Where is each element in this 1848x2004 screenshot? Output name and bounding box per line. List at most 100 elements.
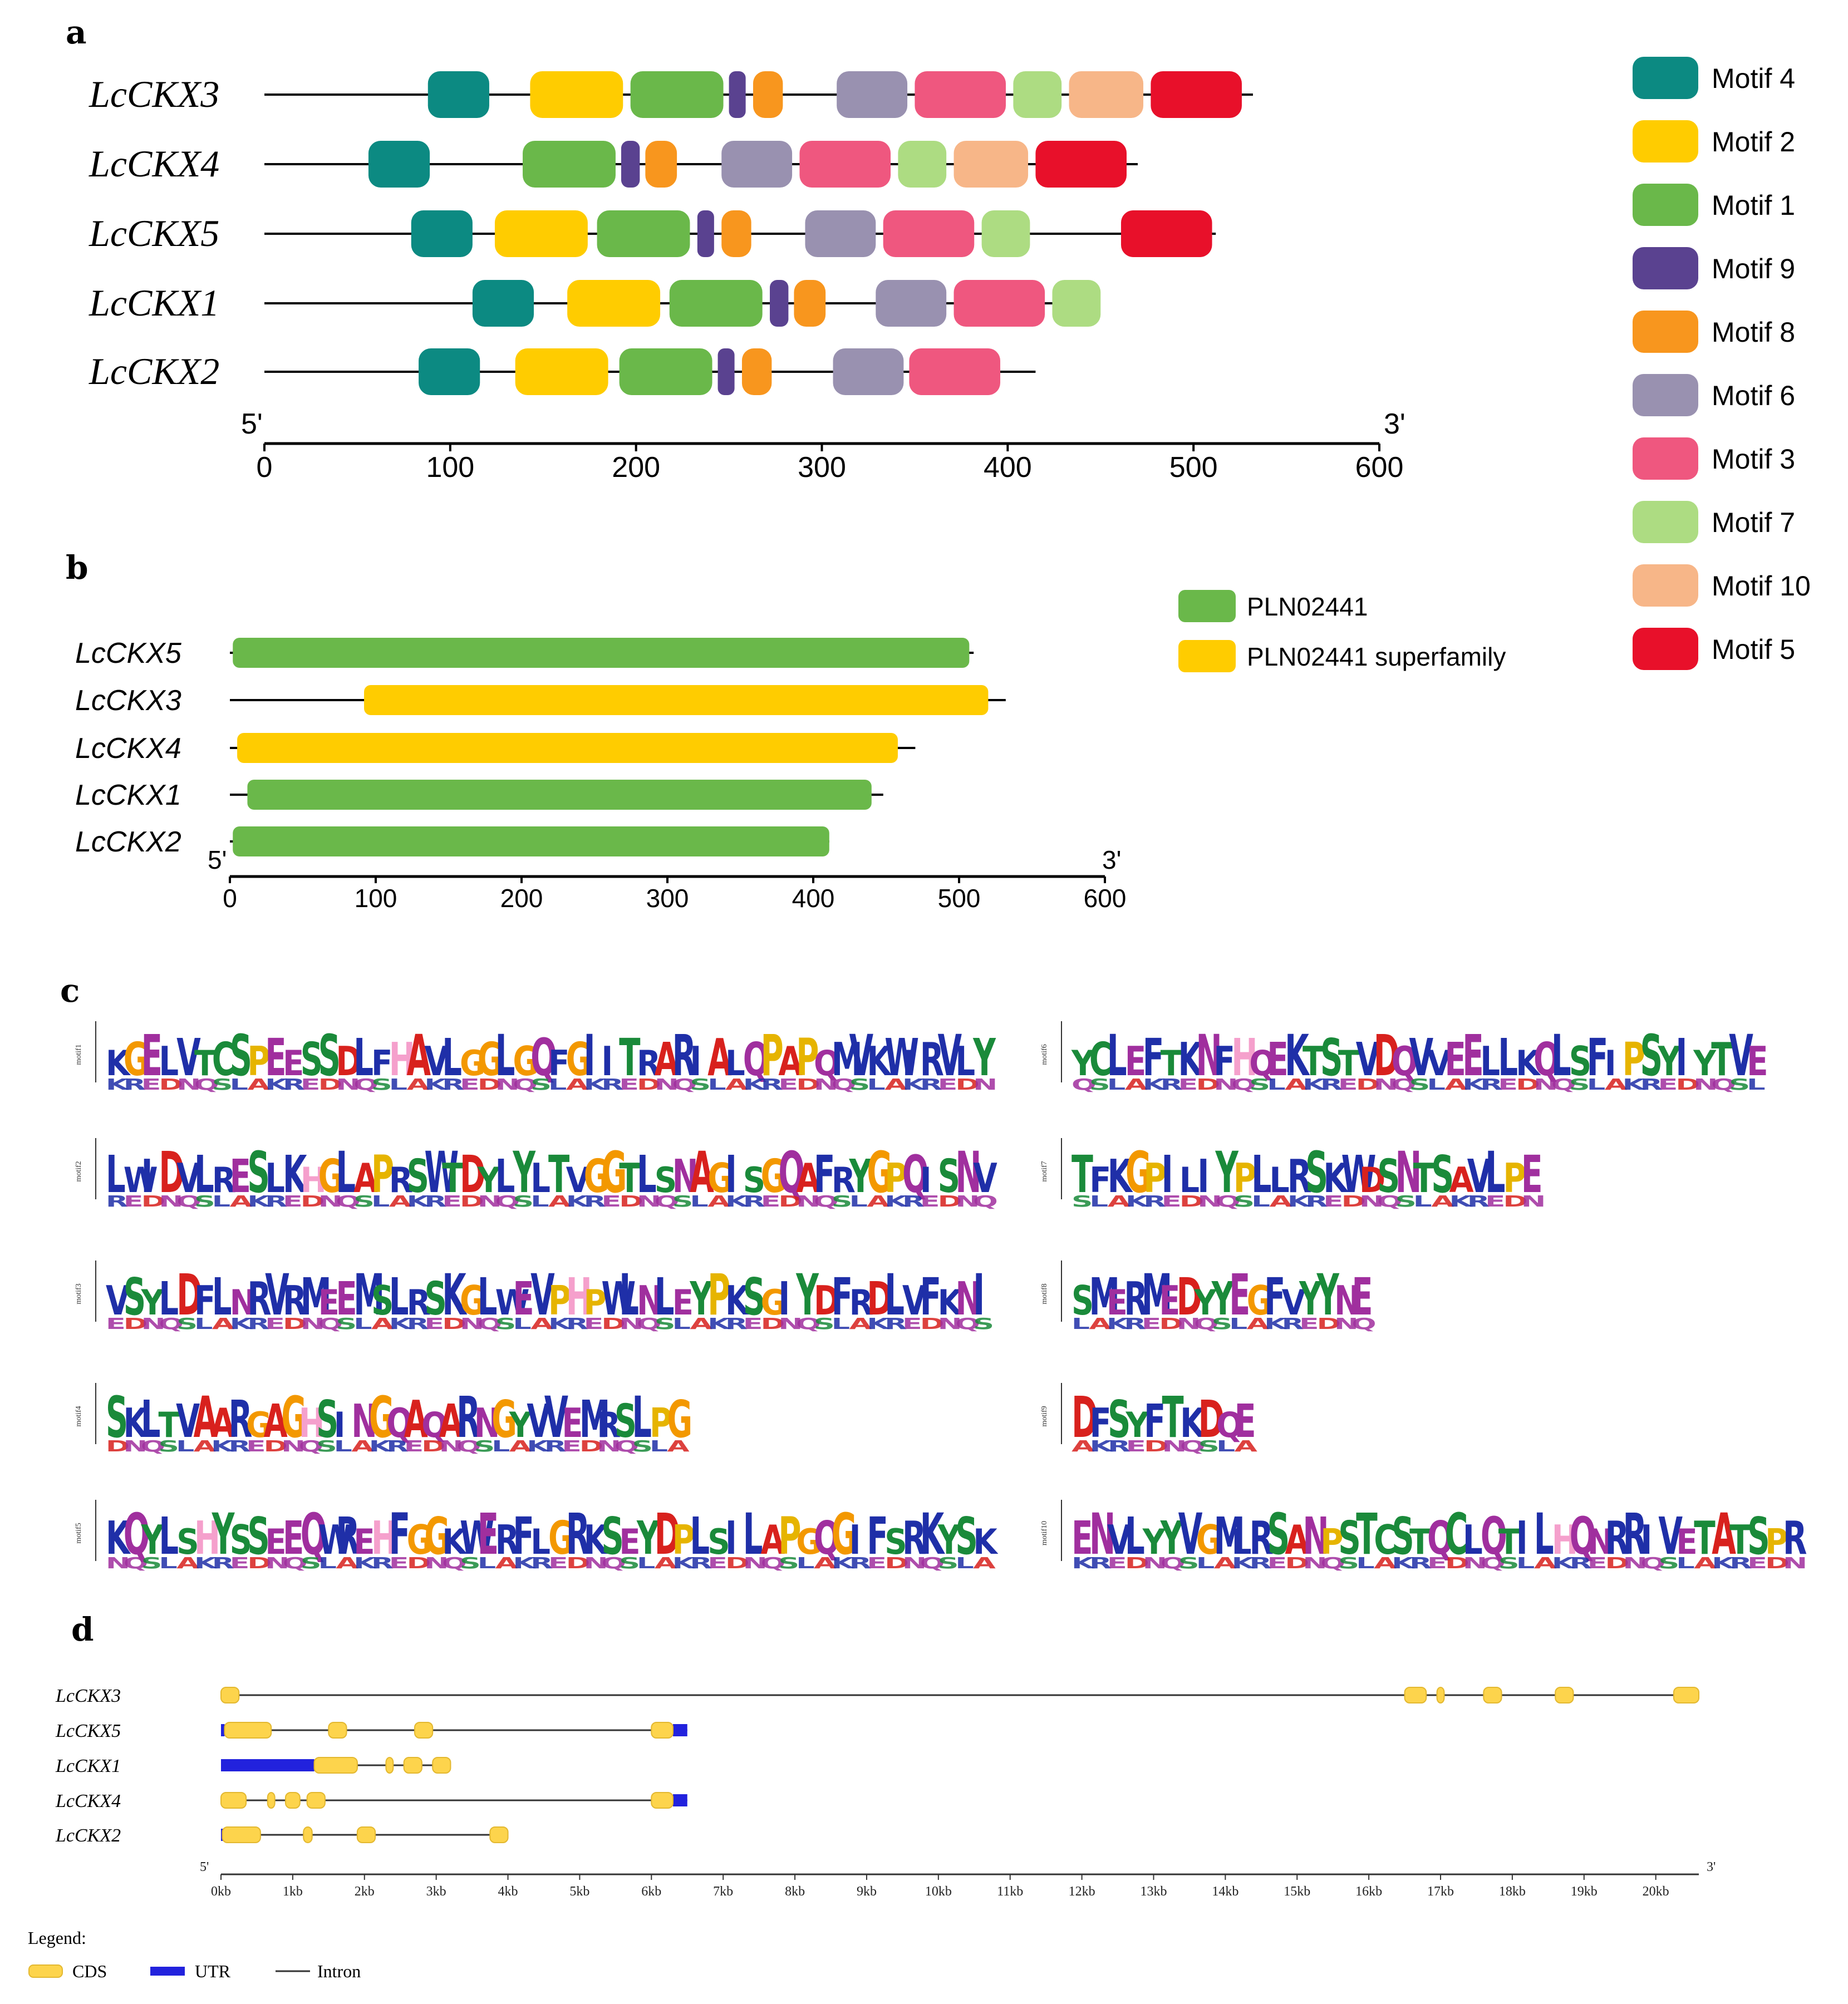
logo-letter: P bbox=[761, 1023, 784, 1089]
logo-minor-letter: L bbox=[867, 1075, 885, 1094]
logo-letter: G bbox=[761, 1282, 787, 1322]
logo-letter: I bbox=[849, 1517, 861, 1564]
logo-minor-letter: E bbox=[619, 1075, 639, 1094]
logo-letter: D bbox=[460, 1144, 486, 1204]
logo-letter: R bbox=[1783, 1511, 1807, 1565]
logo-minor-letter: A bbox=[1108, 1193, 1131, 1210]
logo-letter: Y bbox=[690, 1272, 713, 1326]
logo-minor-letter: N bbox=[938, 1314, 962, 1333]
logo-letter: D bbox=[655, 1502, 681, 1568]
logo-minor-letter: L bbox=[176, 1437, 194, 1455]
motif-axis-3prime: 3' bbox=[1384, 408, 1405, 440]
logo-letter: Q bbox=[1216, 1406, 1244, 1446]
logo-minor-letter: R bbox=[902, 1192, 925, 1210]
logo-letter: S bbox=[743, 1160, 765, 1200]
logo-letter: H bbox=[371, 1511, 397, 1565]
logo-letter: G bbox=[1247, 1278, 1272, 1324]
structure-axis-tick-label: 16kb bbox=[1355, 1884, 1382, 1899]
logo-minor-letter: R bbox=[247, 1314, 269, 1333]
logo-minor-letter: R bbox=[1305, 1193, 1328, 1210]
legend-swatch-m5 bbox=[1633, 628, 1698, 670]
logo-minor-letter: S bbox=[194, 1192, 215, 1210]
logo-letter: Y bbox=[636, 1511, 660, 1565]
logo-letter: V bbox=[1409, 1027, 1434, 1087]
logo-minor-letter: D bbox=[1179, 1193, 1204, 1210]
logo-minor-letter: L bbox=[159, 1554, 177, 1572]
logo-letter: Q bbox=[1427, 1511, 1454, 1565]
logo-minor-letter: S bbox=[832, 1192, 853, 1210]
logo-letter: W bbox=[884, 1027, 919, 1087]
structure-axis-tick-label: 14kb bbox=[1212, 1884, 1238, 1899]
logo-minor-letter: R bbox=[1282, 1314, 1304, 1333]
logo-minor-letter: L bbox=[194, 1314, 213, 1333]
cds-segment bbox=[414, 1722, 434, 1739]
motif-legend: Motif 4 Motif 2 Motif 1 Motif 9 Motif 8 Motif… bbox=[1633, 57, 1811, 670]
logo-letter: T bbox=[1072, 1145, 1093, 1205]
logo-minor-letter: Q bbox=[495, 1192, 520, 1210]
logo-letter: L bbox=[1179, 1161, 1200, 1201]
logo-letter: P bbox=[1765, 1522, 1788, 1562]
logo-minor-letter: K bbox=[230, 1314, 253, 1333]
logo-minor-letter: N bbox=[1521, 1193, 1546, 1210]
logo-letter: L bbox=[495, 1023, 515, 1089]
logo-minor-letter: E bbox=[389, 1554, 409, 1572]
sequence-logo-motif2: motif2 LRWEIDDNVQLSRLEASKLRKEHDGNLQASPLRA… bbox=[75, 1138, 998, 1210]
logo-letter: N bbox=[1196, 1023, 1222, 1089]
logo-letter: S bbox=[407, 1150, 429, 1203]
sequence-logo-label: motif1 bbox=[75, 1044, 83, 1065]
logo-minor-letter: L bbox=[1251, 1193, 1270, 1210]
logo-minor-letter: R bbox=[442, 1075, 464, 1094]
logo-letter: R bbox=[1124, 1272, 1148, 1326]
logo-minor-letter: Q bbox=[478, 1314, 503, 1333]
logo-minor-letter: A bbox=[1444, 1075, 1467, 1094]
logo-minor-letter: Q bbox=[601, 1554, 626, 1572]
logo-minor-letter: E bbox=[230, 1554, 250, 1572]
logo-minor-letter: L bbox=[371, 1192, 390, 1210]
logo-minor-letter: N bbox=[637, 1192, 661, 1210]
logo-letter: Q bbox=[421, 1405, 448, 1445]
logo-minor-letter: N bbox=[495, 1075, 520, 1094]
legend-label-m3: Motif 3 bbox=[1712, 444, 1795, 475]
motif-box-m4 bbox=[419, 348, 480, 395]
logo-letter: Y bbox=[1658, 1038, 1682, 1085]
logo-minor-letter: E bbox=[1485, 1193, 1505, 1210]
logo-minor-letter: A bbox=[1072, 1437, 1094, 1455]
logo-minor-letter: D bbox=[566, 1554, 590, 1572]
domain-legend-label-pln: PLN02441 bbox=[1247, 592, 1368, 621]
logo-minor-letter: S bbox=[655, 1314, 676, 1333]
logo-minor-letter: L bbox=[1516, 1554, 1535, 1572]
domain-axis-tick-label: 100 bbox=[355, 884, 397, 913]
logo-minor-letter: Q bbox=[194, 1075, 219, 1094]
cds-segment bbox=[328, 1722, 347, 1739]
logo-minor-letter: L bbox=[849, 1192, 868, 1210]
logo-letter: E bbox=[513, 1272, 534, 1326]
logo-minor-letter: Q bbox=[124, 1554, 149, 1572]
logo-minor-letter: R bbox=[584, 1192, 606, 1210]
logo-letter: V bbox=[424, 1038, 448, 1085]
structure-axis-tick-label: 12kb bbox=[1069, 1884, 1095, 1899]
logo-minor-letter: D bbox=[637, 1075, 661, 1094]
logo-letter: S bbox=[1431, 1145, 1454, 1205]
logo-letter: Q bbox=[902, 1144, 929, 1204]
sequence-logo-label: motif5 bbox=[75, 1523, 83, 1543]
motif-box-m1 bbox=[597, 210, 690, 257]
logo-minor-letter: D bbox=[1159, 1314, 1183, 1333]
logo-minor-letter: S bbox=[849, 1075, 871, 1094]
motif-box-m7 bbox=[1013, 71, 1062, 118]
domain-gene-label: LcCKX1 bbox=[75, 779, 181, 811]
logo-minor-letter: R bbox=[212, 1554, 234, 1572]
motif-box-m5 bbox=[1120, 210, 1212, 257]
logo-minor-letter: S bbox=[336, 1314, 357, 1333]
logo-minor-letter: S bbox=[1569, 1075, 1590, 1094]
logo-letter: A bbox=[264, 1395, 288, 1448]
logo-minor-letter: L bbox=[1587, 1075, 1606, 1094]
logo-minor-letter: A bbox=[351, 1437, 374, 1455]
logo-letter: I bbox=[1640, 1517, 1652, 1563]
legend-swatch-m4 bbox=[1633, 57, 1698, 99]
logo-minor-letter: L bbox=[796, 1554, 814, 1572]
logo-minor-letter: S bbox=[212, 1075, 233, 1094]
logo-minor-letter: N bbox=[1534, 1075, 1558, 1094]
logo-letter: K bbox=[867, 1038, 892, 1085]
logo-letter: Q bbox=[1570, 1506, 1596, 1565]
logo-letter: I bbox=[1516, 1511, 1528, 1565]
